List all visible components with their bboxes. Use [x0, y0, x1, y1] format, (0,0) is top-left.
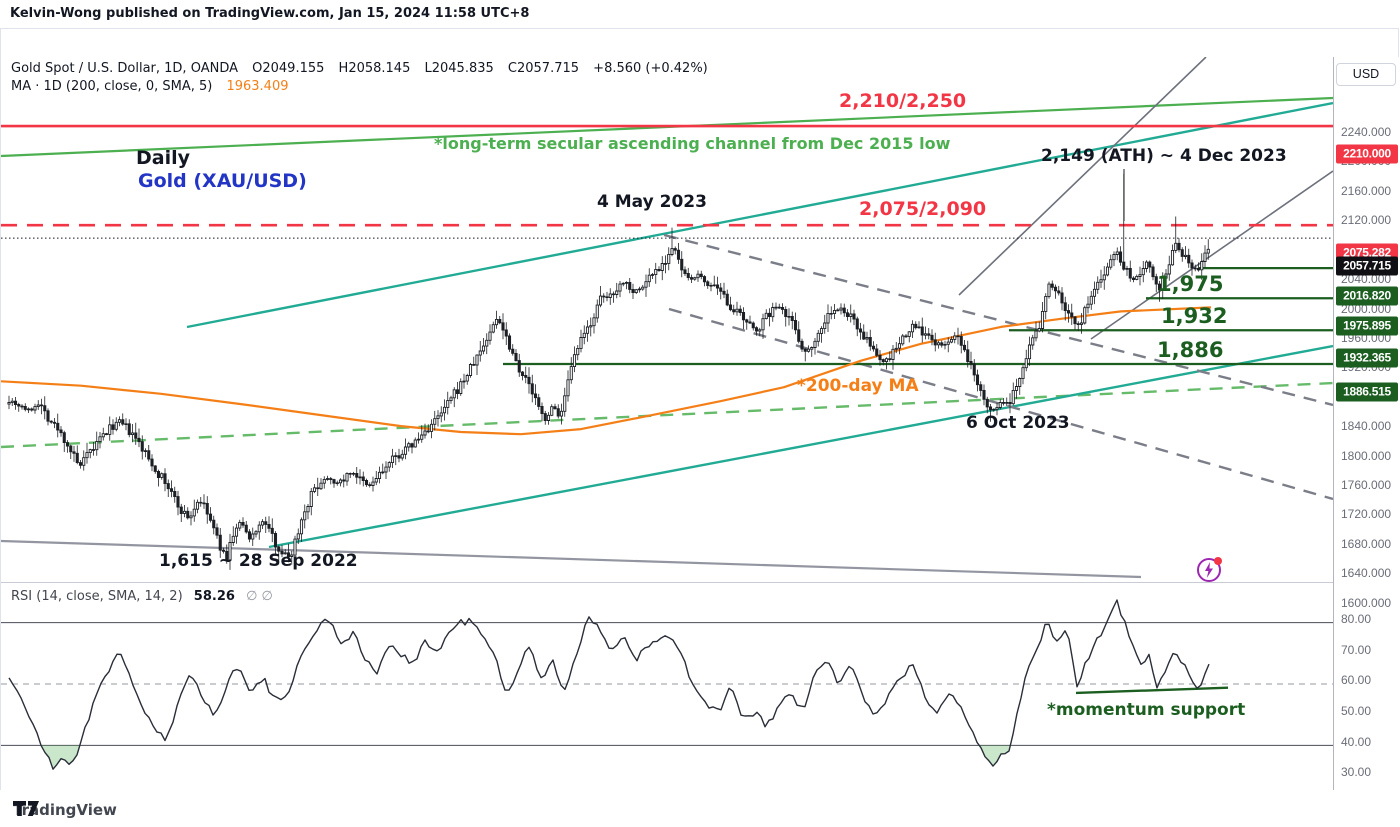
rsi-tick-30: 30.00	[1341, 765, 1372, 780]
price-tick-1680: 1680.000	[1341, 536, 1392, 551]
ohlc-low: L2045.835	[424, 61, 494, 76]
annotation-momentum-support-note: *momentum support	[1047, 700, 1246, 720]
symbol-row: Gold Spot / U.S. Dollar, 1D, OANDA O2049…	[11, 60, 708, 78]
trendline-base-line-2022[interactable]	[1, 539, 1142, 579]
price-tick-2040: 2040.000	[1341, 272, 1392, 287]
rsi-line	[8, 599, 1210, 770]
rsi-title: RSI (14, close, SMA, 14, 2)	[11, 589, 183, 604]
notification-dot	[1214, 557, 1222, 565]
price-badge-1886.515: 1886.515	[1336, 382, 1398, 402]
attribution-bar: Kelvin-Wong published on TradingView.com…	[0, 0, 1400, 28]
chart-widget: Gold Spot / U.S. Dollar, 1D, OANDA O2049…	[0, 28, 1400, 820]
ohlc-open: O2049.155	[252, 61, 325, 76]
price-tick-2160: 2160.000	[1341, 183, 1392, 198]
rsi-hidden-plots: ∅ ∅	[246, 589, 273, 604]
annotation-resistance-2075-2090: 2,075/2,090	[859, 198, 987, 220]
annotation-low-28-sep-2022: 1,615 ~ 28 Sep 2022	[159, 551, 358, 571]
attribution-text: Kelvin-Wong published on TradingView.com…	[10, 6, 530, 21]
price-tick-2120: 2120.000	[1341, 213, 1392, 228]
annotation-pair-label: Gold (XAU/USD)	[138, 170, 307, 192]
price-tick-2240: 2240.000	[1341, 125, 1392, 139]
annotation-secular-channel-note: *long-term secular ascending channel fro…	[434, 134, 951, 153]
rsi-value: 58.26	[193, 589, 235, 604]
price-badge-2057.715: 2057.715	[1336, 256, 1398, 276]
tradingview-logo-icon	[13, 801, 39, 816]
trendline-green-channel-lower[interactable]	[1, 381, 1333, 449]
annotation-high-4-may-2023: 4 May 2023	[597, 192, 707, 212]
price-tick-1760: 1760.000	[1341, 478, 1392, 493]
trendline-teal-channel-lower[interactable]	[268, 344, 1333, 549]
rsi-chart-canvas[interactable]	[1, 583, 1333, 794]
price-chart-canvas[interactable]	[1, 57, 1333, 582]
currency-toggle-button[interactable]: USD	[1336, 63, 1396, 86]
price-badge-2016.820: 2016.820	[1336, 286, 1398, 306]
tradingview-logo[interactable]: TradingView	[13, 801, 117, 819]
candles-up	[7, 242, 1210, 561]
ma-row: MA · 1D (200, close, 0, SMA, 5) 1963.409	[11, 78, 708, 96]
price-tick-1720: 1720.000	[1341, 507, 1392, 522]
trendline-gray-falling-channel-upper[interactable]	[663, 233, 1333, 407]
change-value: +8.560 (+0.42%)	[593, 61, 708, 76]
trendline-steep-rally-line-1[interactable]	[958, 57, 1207, 296]
trendline-momentum-support[interactable]	[1075, 686, 1229, 695]
rsi-tick-60: 60.00	[1341, 673, 1372, 688]
rsi-legend: RSI (14, close, SMA, 14, 2) 58.26 ∅ ∅	[11, 589, 273, 604]
rsi-tick-50: 50.00	[1341, 704, 1372, 719]
price-axis[interactable]: USD 2240.0002200.0002160.0002120.0002080…	[1333, 57, 1400, 810]
annotation-level-1932: 1,932	[1161, 304, 1228, 328]
annotation-ma-200-note: *200-day MA	[797, 376, 919, 396]
symbol-title: Gold Spot / U.S. Dollar, 1D, OANDA	[11, 61, 238, 76]
annotation-low-6-oct-2023: 6 Oct 2023	[966, 413, 1070, 433]
trendline-gray-falling-channel-lower[interactable]	[668, 307, 1333, 501]
trendline-teal-channel-upper[interactable]	[186, 101, 1333, 329]
annotation-resistance-2210-2250: 2,210/2,250	[839, 90, 967, 112]
annotation-timeframe-label: Daily	[136, 147, 191, 169]
annotation-level-1975: 1,975	[1157, 272, 1224, 296]
ohlc-close: C2057.715	[507, 61, 580, 76]
price-tick-1840: 1840.000	[1341, 419, 1392, 434]
rsi-tick-70: 70.00	[1341, 642, 1372, 657]
rsi-pane[interactable]: RSI (14, close, SMA, 14, 2) 58.26 ∅ ∅ *m…	[1, 582, 1333, 795]
price-tick-1800: 1800.000	[1341, 448, 1392, 463]
tradingview-logo-text: TradingView	[13, 801, 117, 819]
price-badge-1975.895: 1975.895	[1336, 316, 1398, 336]
ma-label: MA · 1D (200, close, 0, SMA, 5)	[11, 79, 213, 94]
ohlc-high: H2058.145	[338, 61, 411, 76]
price-badge-1932.365: 1932.365	[1336, 348, 1398, 368]
price-badge-2210.000: 2210.000	[1336, 144, 1398, 164]
candle-wicks	[8, 173, 1209, 570]
price-tick-1640: 1640.000	[1341, 566, 1392, 581]
price-pane[interactable]: Gold Spot / U.S. Dollar, 1D, OANDA O2049…	[1, 57, 1333, 582]
ma-200-line[interactable]	[1, 306, 1212, 436]
flash-reaction-icon[interactable]	[1197, 557, 1222, 582]
rsi-oversold-fill-0	[41, 745, 80, 770]
rsi-tick-80: 80.00	[1341, 612, 1372, 626]
price-tick-1600: 1600.000	[1341, 595, 1392, 610]
ma-value: 1963.409	[226, 79, 289, 94]
rsi-tick-40: 40.00	[1341, 734, 1372, 749]
annotation-ath-label: 2,149 (ATH) ~ 4 Dec 2023	[1041, 146, 1287, 166]
rsi-oversold-fill-1	[979, 745, 1011, 767]
lightning-bolt-icon	[1205, 562, 1213, 578]
candles-down	[13, 242, 1201, 561]
chart-legend: Gold Spot / U.S. Dollar, 1D, OANDA O2049…	[11, 60, 708, 96]
annotation-level-1886: 1,886	[1157, 338, 1224, 362]
footer: TradingView	[0, 790, 1400, 827]
